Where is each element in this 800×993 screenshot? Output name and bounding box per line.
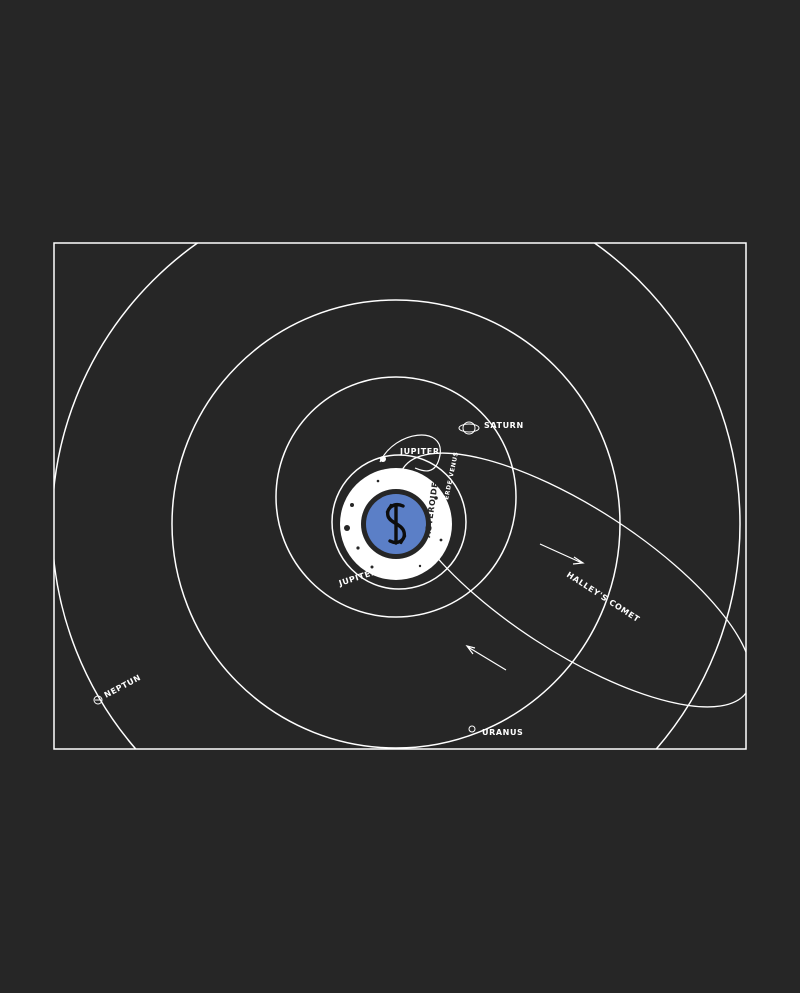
label-neptune: NEPTUN	[103, 673, 143, 700]
yearn-finance-logo-icon	[366, 494, 426, 554]
uranus-icon	[468, 725, 476, 733]
label-saturn: SATURN	[484, 421, 524, 430]
neptune-icon	[93, 695, 103, 705]
label-jupiter-top: JUPITER	[399, 447, 440, 456]
frame-border	[53, 242, 747, 750]
comet-arrow-bottom	[465, 645, 507, 671]
orbit-inner-loop	[379, 434, 441, 472]
label-halleys-comet: HALLEY'S COMET	[565, 570, 641, 624]
comet-arrow-top	[539, 543, 585, 565]
label-jupiter-bottom: JUPITER	[337, 567, 378, 588]
orbit-halleys-comet	[398, 452, 746, 708]
saturn-icon	[458, 421, 480, 435]
label-uranus: URANUS	[482, 728, 523, 737]
orbit-neptune	[54, 243, 741, 749]
label-asteroid-note: ERDE·VENUS	[443, 451, 460, 500]
orbit-jupiter	[331, 454, 467, 590]
asteroid-belt-speckles	[344, 479, 443, 569]
jupiter-icon	[380, 456, 386, 462]
orbit-saturn	[275, 376, 517, 618]
